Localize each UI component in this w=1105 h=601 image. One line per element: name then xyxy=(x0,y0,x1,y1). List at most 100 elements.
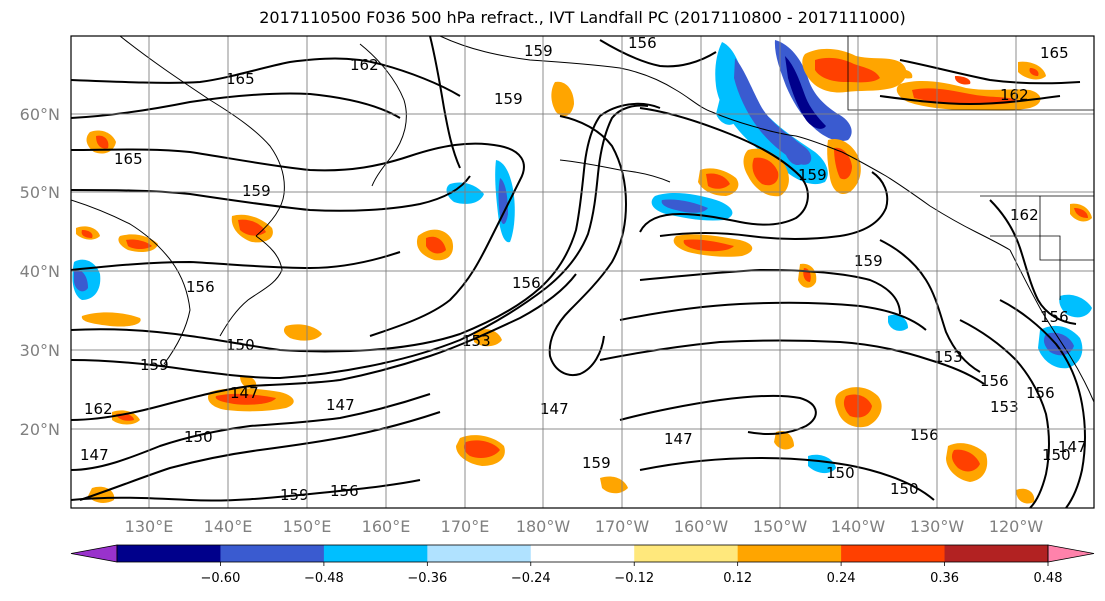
contour-label: 153 xyxy=(934,348,963,366)
contour-label: 147 xyxy=(326,396,355,414)
shade-negative-goa-core xyxy=(661,199,708,213)
borders xyxy=(847,36,1094,300)
shade-positive-goa-2-core xyxy=(834,147,852,180)
colorbar-tick-label: −0.12 xyxy=(614,571,654,586)
contour-label: 162 xyxy=(84,400,113,418)
shade-positive-asia-1-core xyxy=(96,135,109,149)
shade-positive-ak-5 xyxy=(898,69,913,79)
contour-label: 156 xyxy=(330,482,359,500)
contour-label: 150 xyxy=(226,336,255,354)
contour-label: 150 xyxy=(890,480,919,498)
shade-positive-goa-1-core xyxy=(752,157,779,186)
contour-159-main xyxy=(71,142,525,337)
shade-positive-sub-1 xyxy=(81,312,141,327)
lat-label: 30°N xyxy=(20,341,60,360)
latitude-labels: 60°N 50°N 40°N 30°N 20°N xyxy=(20,105,60,439)
colorbar-tick-label: 0.48 xyxy=(1034,571,1063,586)
shade-positive-goa-4-core xyxy=(683,239,734,252)
colorbar-segment xyxy=(944,545,1049,562)
contour-label: 159 xyxy=(242,182,271,200)
colorbar-segment xyxy=(323,545,428,562)
contour-159-south xyxy=(71,479,421,502)
contour-label: 156 xyxy=(628,34,657,52)
contour-label: 162 xyxy=(1010,206,1039,224)
aleutian-chain xyxy=(559,159,671,183)
contour-label: 165 xyxy=(114,150,143,168)
contour-165-ak xyxy=(899,59,1081,85)
contour-label: 162 xyxy=(1000,86,1029,104)
border-us-states xyxy=(1039,196,1094,261)
shade-negative-small-2 xyxy=(784,134,804,166)
shade-positive-ak-1-core xyxy=(815,57,880,83)
contour-label: 165 xyxy=(226,70,255,88)
contour-label: 159 xyxy=(280,486,309,504)
map-title: 2017110500 F036 500 hPa refract., IVT La… xyxy=(259,8,906,27)
coastlines xyxy=(71,36,1094,403)
contour-153-band xyxy=(71,102,661,353)
contour-label: 159 xyxy=(582,454,611,472)
contour-141 xyxy=(79,411,441,501)
contour-label: 156 xyxy=(512,274,541,292)
contour-156-west xyxy=(71,251,401,271)
map-frame xyxy=(70,35,1095,509)
contour-159-arc xyxy=(599,39,717,68)
colorbar-segment xyxy=(737,545,842,562)
alaska-coast xyxy=(439,36,1011,251)
lon-label: 120°W xyxy=(989,517,1044,536)
colorbar-outline xyxy=(116,544,1049,563)
shade-positive-ne-4-core xyxy=(1074,208,1088,218)
shade-positive-sub-5-core xyxy=(463,440,500,458)
contour-162-east xyxy=(989,199,1077,325)
shade-negative-small-1 xyxy=(716,98,737,125)
shade-negative-china-core xyxy=(74,269,88,292)
lon-label: 170°E xyxy=(441,517,490,536)
lat-label: 60°N xyxy=(20,105,60,124)
contour-147-east xyxy=(619,394,817,435)
shade-negative-ne-2 xyxy=(1059,294,1092,318)
shade-positive-ak-2-core xyxy=(912,88,1018,105)
contour-label: 147 xyxy=(80,446,109,464)
japan-coast xyxy=(219,235,283,337)
lon-label: 140°W xyxy=(831,517,886,536)
colorbar-tick-label: −0.36 xyxy=(407,571,447,586)
contour-label: 159 xyxy=(494,90,523,108)
contour-159-2 xyxy=(71,175,471,212)
map-content: 165 162 159 159 156 165 159 150 147 150 … xyxy=(71,34,1094,508)
contour-159-east xyxy=(619,301,927,331)
shade-positive-goa-3-core xyxy=(706,173,730,189)
contour-label: 156 xyxy=(910,426,939,444)
contour-150-band xyxy=(71,104,649,380)
colorbar-extend-high xyxy=(1047,544,1095,563)
shade-positive-ne-3 xyxy=(774,430,794,450)
lon-label: 150°W xyxy=(753,517,808,536)
lon-label: 160°E xyxy=(362,517,411,536)
shade-positive-japan-2-core xyxy=(126,239,152,249)
contour-label: 156 xyxy=(1026,384,1055,402)
contour-label: 147 xyxy=(540,400,569,418)
lat-label: 20°N xyxy=(20,420,60,439)
colorbar-tick-label: 0.24 xyxy=(827,571,856,586)
shade-negative-alaska-east xyxy=(774,40,852,142)
contour-153-east xyxy=(599,339,985,385)
lon-label: 140°E xyxy=(204,517,253,536)
contour-label: 159 xyxy=(524,42,553,60)
shade-positive-sub-9 xyxy=(600,476,628,494)
contour-label: 150 xyxy=(1042,446,1071,464)
contour-165-north xyxy=(71,57,461,97)
colorbar-segment xyxy=(117,545,221,562)
shade-positive-japan-1-core xyxy=(238,219,266,236)
na-west-coast xyxy=(1009,249,1094,403)
contour-label: 156 xyxy=(186,278,215,296)
shade-positive-ne-5 xyxy=(1016,488,1035,504)
shade-negative-alaska-core xyxy=(785,56,826,129)
contour-label: 159 xyxy=(854,252,883,270)
contour-lines xyxy=(71,36,1086,508)
contour-label: 153 xyxy=(990,398,1019,416)
asia-coast-north xyxy=(119,36,285,237)
contour-159-np xyxy=(429,36,461,169)
colorbar: −0.60 −0.48 −0.36 −0.24 −0.12 0.12 0.24 0.36 0.4… xyxy=(70,544,1095,586)
contour-label: 165 xyxy=(1040,44,1069,62)
contour-label: 156 xyxy=(980,372,1009,390)
lon-label: 180°W xyxy=(516,517,571,536)
